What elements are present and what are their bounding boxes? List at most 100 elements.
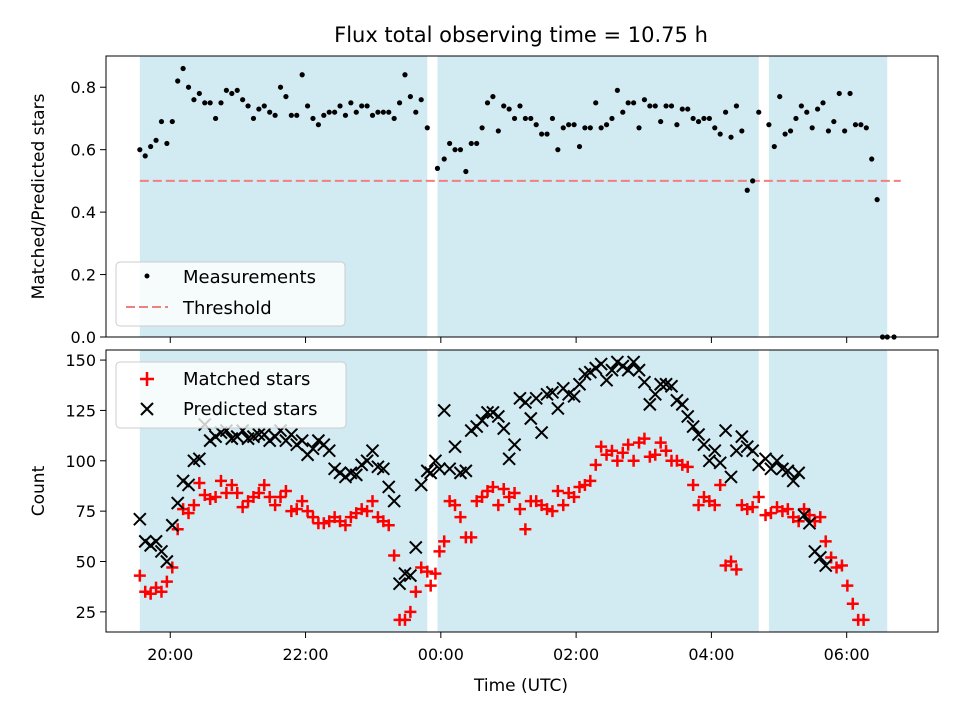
y-tick-label: 0.4: [71, 203, 96, 222]
legend-predicted-marker: [140, 402, 154, 416]
measurement-point: [549, 115, 556, 122]
measurement-point: [739, 128, 745, 134]
legend-box: [115, 361, 347, 429]
matched-star-point: [819, 535, 832, 548]
measurement-point: [495, 128, 501, 134]
matched-star-point: [551, 485, 564, 497]
matched-star-point: [290, 503, 303, 516]
predicted-star-point: [459, 464, 473, 478]
matched-star-point: [160, 575, 173, 588]
measurement-point: [756, 109, 762, 115]
ratio-panel: 0.00.20.40.60.8 Matched/Predicted stars …: [29, 55, 939, 347]
predicted-star-point: [392, 576, 407, 591]
matched-star-point: [643, 450, 656, 463]
matched-star-point: [654, 436, 667, 449]
predicted-star-point: [681, 409, 695, 424]
matched-star-point: [409, 585, 422, 598]
measurement-point: [223, 87, 230, 93]
predicted-star-point: [637, 375, 652, 389]
predicted-star-point: [791, 466, 806, 480]
measurement-point: [674, 122, 680, 128]
observing-windows: [139, 56, 888, 337]
measurement-point: [717, 131, 723, 137]
measurement-point: [533, 122, 539, 128]
matched-star-point: [421, 565, 434, 578]
matched-star-point: [497, 482, 510, 495]
matched-star-point: [759, 509, 772, 522]
x-tick-label: 20:00: [147, 645, 193, 664]
measurement-point: [787, 128, 794, 134]
measurement-point: [511, 115, 518, 122]
measurement-point: [474, 140, 480, 147]
measurement-point: [528, 115, 534, 122]
legend-measurements-marker: [144, 273, 150, 279]
measurement-point: [593, 100, 599, 106]
matched-star-point: [781, 503, 794, 516]
predicted-star-point: [786, 474, 800, 488]
matched-star-point: [486, 480, 499, 493]
predicted-star-point: [437, 403, 451, 418]
predicted-star-point: [423, 466, 438, 480]
chart-title: Flux total observing time = 10.75 h: [334, 23, 708, 47]
y-tick-label: 75: [76, 502, 96, 521]
legend-box: [115, 261, 346, 327]
matched-star-point: [508, 487, 521, 500]
predicted-star-point: [691, 427, 706, 442]
matched-star-point: [225, 478, 238, 491]
matched-star-point: [741, 503, 754, 516]
measurement-point: [603, 122, 610, 128]
predicted-star-point: [165, 518, 179, 532]
measurement-point: [631, 100, 637, 106]
measurement-point: [369, 112, 376, 118]
measurement-point: [814, 106, 821, 112]
matched-star-point: [182, 507, 195, 520]
matched-star-point: [725, 555, 738, 568]
matched-star-point: [404, 605, 417, 618]
measurement-point: [766, 122, 772, 128]
matched-star-point: [830, 561, 843, 574]
predicted-star-point: [181, 478, 196, 492]
matched-star-point: [388, 549, 401, 562]
measurement-point: [598, 125, 604, 131]
predicted-star-point: [149, 534, 163, 549]
predicted-star-point: [632, 363, 646, 377]
matched-star-point: [454, 511, 467, 524]
measurement-point: [342, 112, 349, 118]
measurement-point: [294, 112, 300, 118]
measurement-point: [234, 87, 240, 93]
x-tick-label: 02:00: [553, 645, 599, 664]
measurement-point: [625, 100, 631, 106]
predicted-star-point: [491, 409, 506, 424]
predicted-star-point: [735, 429, 749, 444]
matched-star-point: [616, 446, 629, 459]
predicted-star-point: [448, 439, 462, 454]
measurement-point: [380, 109, 386, 115]
measurement-points: [137, 65, 897, 340]
matched-star-point: [714, 478, 727, 491]
legend-matched-label: Matched stars: [183, 369, 310, 390]
predicted-star-point: [648, 387, 662, 402]
predicted-star-point: [758, 452, 773, 466]
predicted-star-point: [551, 401, 565, 416]
matched-star-point: [214, 474, 227, 487]
x-axis-ticks: [169, 337, 848, 343]
matched-star-point: [568, 491, 581, 504]
y-tick-label: 50: [76, 553, 96, 572]
predicted-star-point: [382, 480, 396, 494]
matched-star-point: [398, 613, 411, 626]
measurement-point: [267, 109, 273, 115]
measurement-point: [348, 100, 354, 106]
measurement-point: [842, 128, 848, 134]
measurement-point: [706, 115, 712, 122]
predicted-star-point: [813, 550, 828, 565]
measurement-point: [728, 134, 734, 140]
measurement-point: [869, 156, 875, 162]
predicted-star-point: [442, 462, 457, 476]
measurement-point: [820, 100, 826, 106]
x-tick-label: 06:00: [824, 645, 870, 664]
predicted-star-point: [160, 554, 174, 569]
measurement-point: [452, 147, 458, 153]
legend-matched-marker: [140, 372, 154, 386]
measurement-point: [288, 112, 294, 118]
matched-star-point: [746, 501, 759, 514]
